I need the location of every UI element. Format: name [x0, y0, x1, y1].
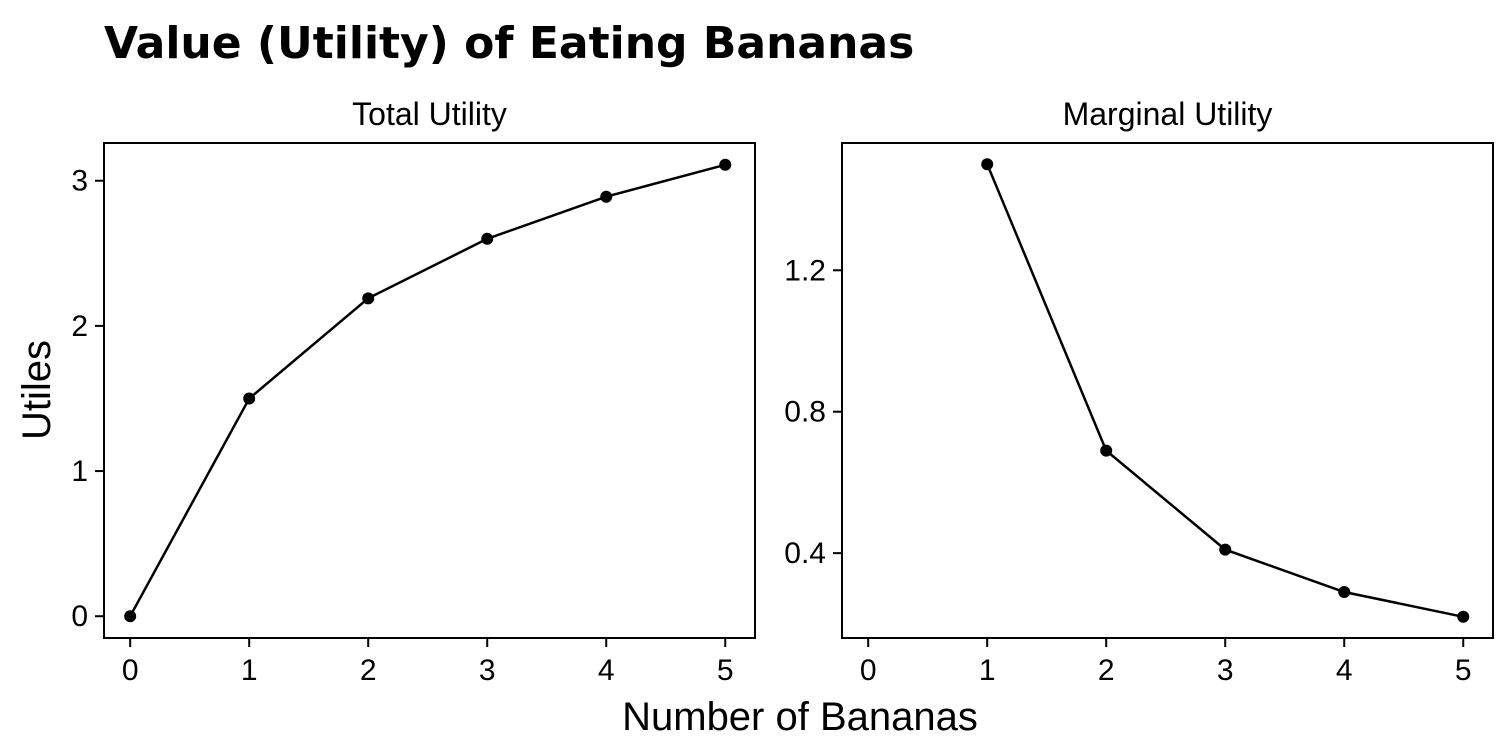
x-tick-label: 5	[717, 654, 734, 687]
data-point	[243, 392, 256, 405]
panels: Total Utility 0 1 2 3 4 5 0 1 2 3 Marginal Utility 0…	[71, 96, 1494, 687]
x-tick-label: 4	[1336, 654, 1353, 687]
y-tick-label: 1	[71, 455, 88, 488]
x-tick-label: 5	[1455, 654, 1472, 687]
x-tick-label: 0	[122, 654, 139, 687]
x-tick-label: 1	[979, 654, 996, 687]
y-tick-label: 0.4	[784, 537, 826, 570]
x-tick-label: 3	[1217, 654, 1234, 687]
data-point	[600, 190, 613, 203]
data-point	[1100, 444, 1113, 457]
data-point	[719, 158, 732, 171]
y-tick-label: 0.8	[784, 396, 826, 429]
panel-title: Marginal Utility	[1063, 96, 1273, 132]
panel-1: Total Utility 0 1 2 3 4 5 0 1 2 3	[71, 96, 756, 687]
data-point	[124, 610, 137, 623]
x-tick-label: 1	[241, 654, 258, 687]
panel-title: Total Utility	[352, 96, 507, 132]
y-tick-label: 3	[71, 165, 88, 198]
x-tick-label: 3	[479, 654, 496, 687]
x-tick-label: 4	[598, 654, 615, 687]
x-axis-title: Number of Bananas	[622, 695, 978, 739]
x-tick-label: 0	[860, 654, 877, 687]
data-point	[1219, 543, 1232, 556]
x-tick-label: 2	[360, 654, 377, 687]
data-point	[481, 232, 494, 245]
data-point	[1338, 586, 1351, 599]
y-tick-label: 2	[71, 310, 88, 343]
y-tick-label: 0	[71, 600, 88, 633]
data-point	[981, 158, 994, 171]
y-axis-title: Utiles	[15, 340, 59, 440]
data-point	[1457, 610, 1470, 623]
data-point	[362, 292, 375, 305]
y-tick-label: 1.2	[784, 254, 826, 287]
panel-frame	[103, 142, 756, 639]
panel-2: Marginal Utility 0 1 2 3 4 5 0.4 0.8 1.2	[784, 96, 1494, 687]
chart-title: Value (Utility) of Eating Bananas	[104, 18, 914, 69]
panel-frame	[841, 142, 1494, 639]
series-line	[129, 163, 726, 617]
x-tick-label: 2	[1098, 654, 1115, 687]
